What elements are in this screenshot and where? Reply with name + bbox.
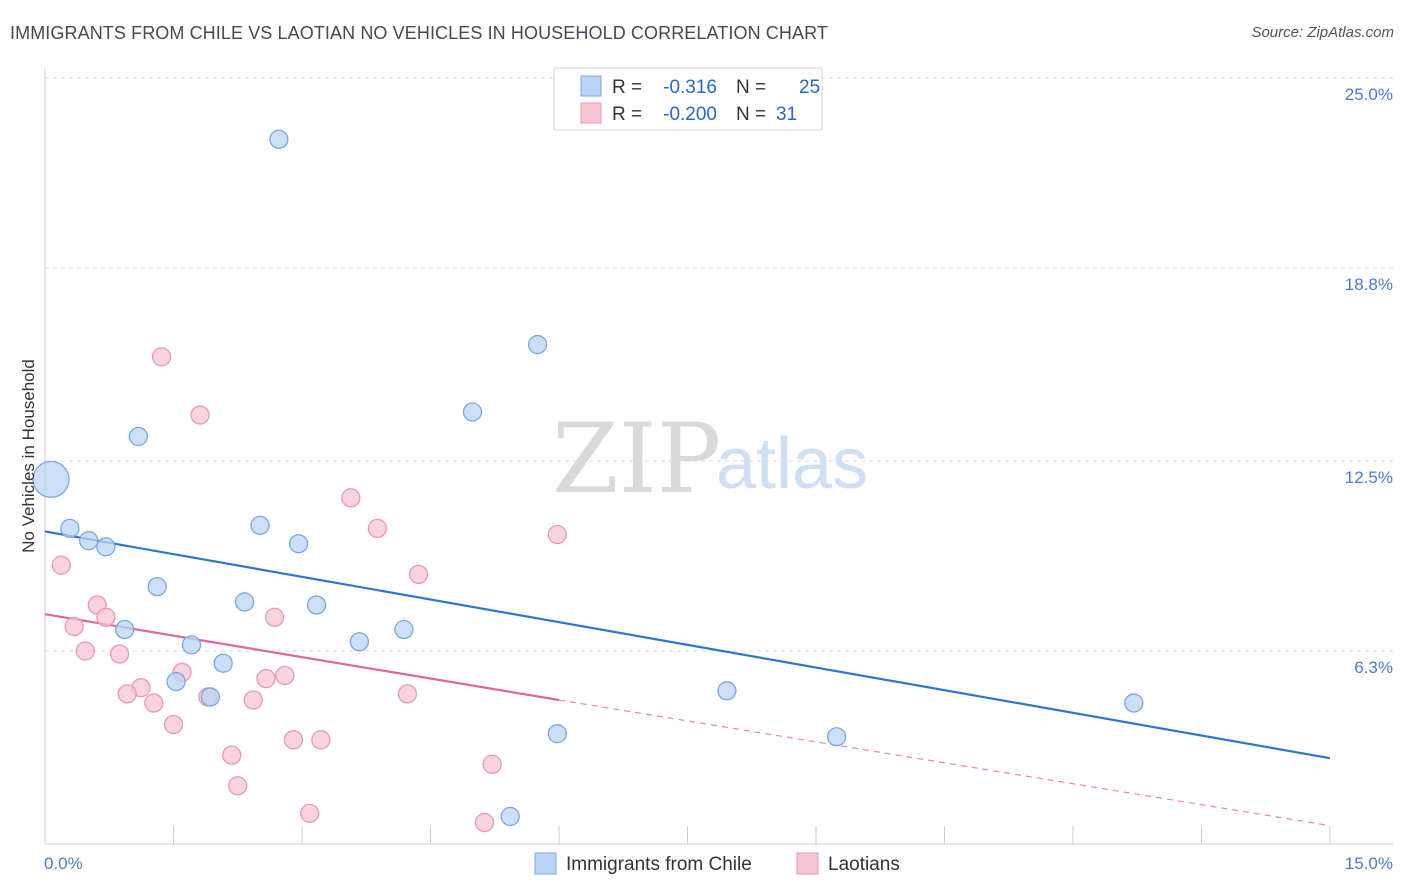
chart-title: IMMIGRANTS FROM CHILE VS LAOTIAN NO VEHI… xyxy=(10,23,828,43)
point-chile xyxy=(166,671,186,692)
y-tick-label: 6.3% xyxy=(1354,658,1393,677)
x-tick-max: 15.0% xyxy=(1345,854,1393,873)
watermark-atlas: atlas xyxy=(716,424,868,504)
grid-lines xyxy=(45,77,1393,652)
point-laotians xyxy=(275,665,295,686)
point-chile xyxy=(181,635,202,655)
trend-line-laotians-extension xyxy=(558,699,1331,827)
bottom-legend-swatch-laotians xyxy=(796,852,819,875)
point-chile xyxy=(147,576,167,597)
point-laotians xyxy=(264,607,285,627)
source-label: Source: ZipAtlas.com xyxy=(1251,24,1394,41)
legend-swatch-laotians xyxy=(580,102,602,124)
point-chile xyxy=(60,518,80,539)
bottom-legend-label-laotians: Laotians xyxy=(828,854,900,875)
point-chile xyxy=(288,534,309,554)
y-tick-label: 25.0% xyxy=(1345,85,1393,104)
point-laotians xyxy=(117,684,137,704)
point-laotians xyxy=(96,607,116,627)
legend-n-value-chile: 25 xyxy=(799,77,820,98)
point-chile xyxy=(96,537,116,557)
legend-n-label-laotians: N = xyxy=(736,104,766,125)
y-tick-labels: 6.3% 12.5% 18.8% 25.0% xyxy=(1345,85,1393,677)
legend: R = -0.316 N = 25 R = -0.200 N = 31 xyxy=(553,67,823,131)
point-laotians xyxy=(75,641,95,661)
point-chile xyxy=(79,531,99,551)
point-laotians xyxy=(151,347,172,367)
point-chile xyxy=(306,595,327,615)
point-chile xyxy=(115,619,135,640)
point-laotians xyxy=(283,730,304,750)
point-laotians xyxy=(367,518,388,539)
point-chile xyxy=(462,402,483,422)
point-chile xyxy=(394,619,414,640)
legend-r-label-chile: R = xyxy=(612,77,642,98)
point-laotians xyxy=(311,730,331,750)
point-chile xyxy=(213,653,233,673)
point-laotians xyxy=(163,714,184,735)
legend-r-value-laotians: -0.200 xyxy=(663,104,717,125)
x-tick-min: 0.0% xyxy=(44,854,83,873)
point-laotians xyxy=(228,776,248,796)
y-axis-label: No Vehicles in Household xyxy=(19,359,38,553)
axes xyxy=(44,68,1393,845)
point-laotians xyxy=(144,693,164,713)
y-tick-label: 18.8% xyxy=(1345,275,1393,294)
point-chile xyxy=(349,632,370,652)
point-chile xyxy=(200,687,220,707)
data-points xyxy=(32,129,1144,833)
watermark-zip: ZIP xyxy=(552,403,721,515)
point-laotians xyxy=(408,564,429,585)
legend-n-value-laotians: 31 xyxy=(776,104,797,125)
bottom-legend-swatch-chile xyxy=(534,852,557,875)
point-chile xyxy=(500,806,520,827)
y-tick-label: 12.5% xyxy=(1345,468,1393,487)
point-laotians xyxy=(256,668,276,689)
point-chile xyxy=(1124,693,1144,713)
point-laotians xyxy=(51,555,71,575)
point-chile xyxy=(527,334,548,355)
point-chile xyxy=(547,724,567,744)
trend-line-chile xyxy=(44,530,1331,760)
point-chile xyxy=(269,129,289,149)
watermark: ZIP atlas xyxy=(552,403,868,515)
point-chile xyxy=(128,426,149,447)
point-laotians xyxy=(397,684,418,704)
point-laotians xyxy=(547,524,567,545)
point-laotians xyxy=(243,690,263,710)
legend-r-label-laotians: R = xyxy=(612,104,642,125)
point-chile xyxy=(250,515,270,535)
point-laotians xyxy=(300,803,320,824)
point-laotians xyxy=(64,616,84,637)
point-laotians xyxy=(222,745,242,765)
point-laotians xyxy=(190,405,210,425)
point-laotians xyxy=(109,644,130,664)
legend-n-label-chile: N = xyxy=(736,77,766,98)
legend-r-value-chile: -0.316 xyxy=(663,77,717,98)
point-laotians xyxy=(482,754,502,774)
point-chile xyxy=(717,681,737,701)
point-laotians xyxy=(474,812,495,833)
point-chile xyxy=(32,460,70,499)
point-chile xyxy=(826,727,847,747)
point-laotians xyxy=(341,488,361,508)
point-chile xyxy=(234,592,255,612)
legend-swatch-chile xyxy=(580,75,602,97)
bottom-legend-label-chile: Immigrants from Chile xyxy=(566,854,752,875)
bottom-legend: Immigrants from Chile Laotians xyxy=(534,852,900,875)
